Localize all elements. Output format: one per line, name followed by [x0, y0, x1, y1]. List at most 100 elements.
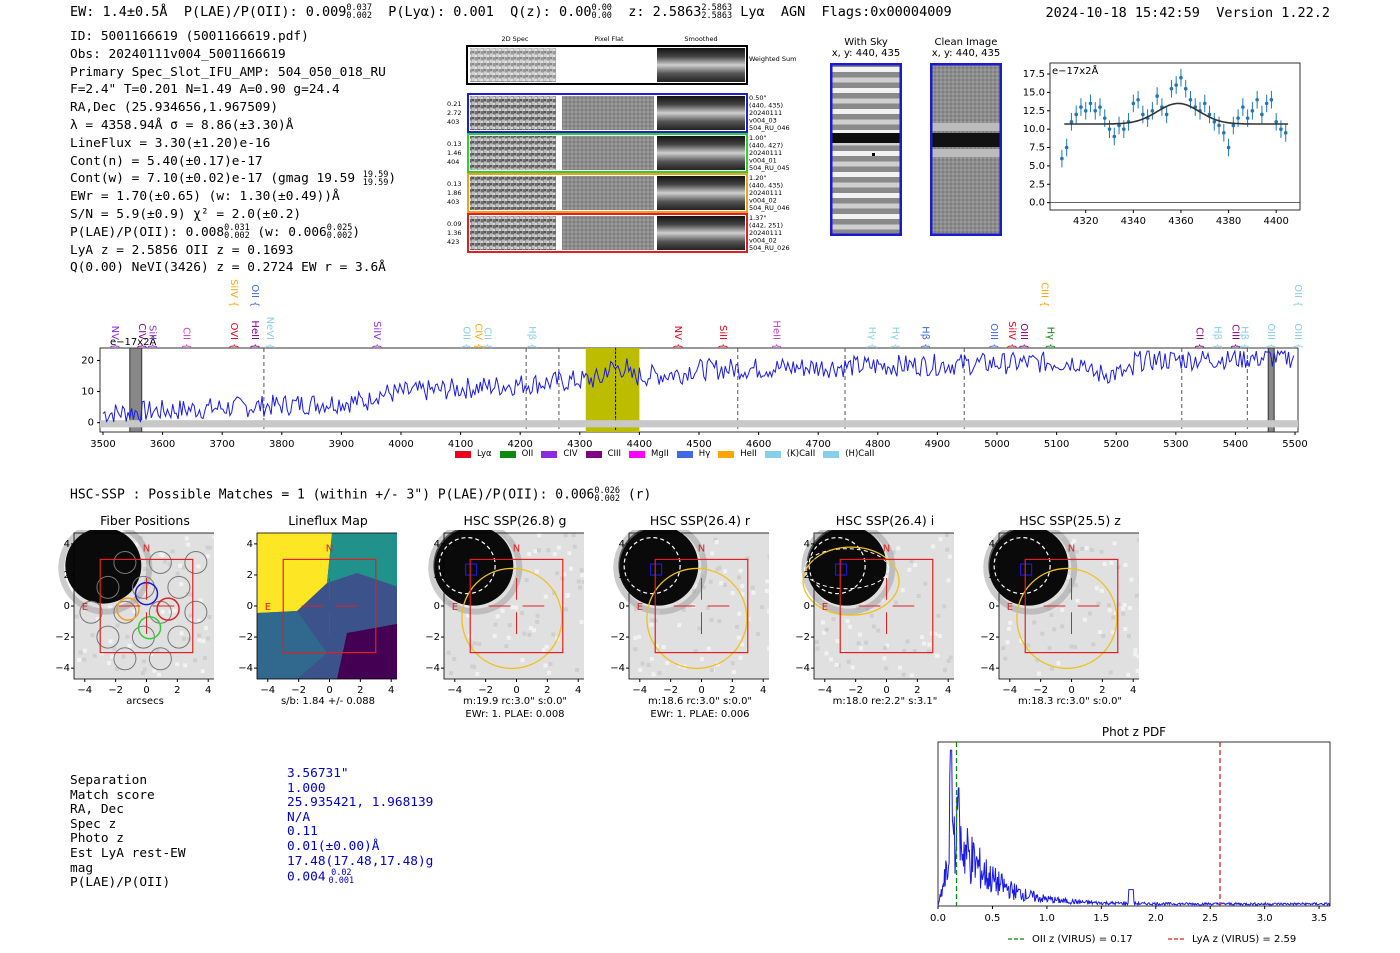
- hsc-noise: [1069, 644, 1074, 649]
- col-smoothed: Smoothed: [684, 35, 717, 43]
- hsc-noise: [513, 605, 518, 610]
- sky-band: [832, 98, 900, 104]
- sky-band: [832, 203, 900, 209]
- hsc-noise: [1136, 538, 1139, 543]
- fit-point: [1283, 131, 1288, 135]
- legend-label: CIII: [607, 449, 622, 459]
- fit-point: [1226, 145, 1231, 150]
- hsc-noise: [506, 635, 511, 640]
- search-box: [469, 558, 564, 654]
- cutout-pixel-flat: [562, 176, 654, 210]
- spectral-line-label: Hβ: [1238, 326, 1249, 340]
- spectral-line-label: CIV: [473, 323, 484, 340]
- hsc-noise: [717, 565, 722, 570]
- hsc-noise: [548, 662, 553, 667]
- fit-xtick-label: 4380: [1216, 216, 1241, 227]
- hsc-noise: [1116, 565, 1121, 570]
- hsc-noise: [1128, 606, 1133, 611]
- hsc-xtick-label: 4: [205, 685, 211, 696]
- hsc-noise: [1136, 654, 1139, 659]
- hsc-noise: [535, 613, 540, 618]
- spectral-line-label: CIII: [1229, 324, 1240, 340]
- pdf-xtick-label: 0.0: [930, 913, 946, 924]
- hsc-noise: [1133, 652, 1138, 657]
- hsc-noise: [1075, 598, 1080, 603]
- summary-label: Match score: [70, 787, 155, 803]
- summary-label: Spec z: [70, 816, 117, 832]
- hsc-xtick-label: 4: [1130, 685, 1136, 696]
- hsc-noise: [143, 566, 148, 571]
- hsc-noise: [767, 609, 769, 614]
- spectral-line-bracket: {: [890, 343, 901, 349]
- spectral-line-label: OIII: [1018, 323, 1029, 340]
- hsc-ytick-label: −2: [55, 632, 70, 643]
- legend-swatch: [629, 450, 646, 458]
- catalog-aperture: [993, 537, 1051, 595]
- hsc-noise: [1107, 603, 1112, 608]
- info-contw: Cont(w) = 7.10(±0.02)e-17 (gmag 19.59 19…: [70, 169, 397, 188]
- hsc-ytick-label: 2: [804, 570, 810, 581]
- hsc-ytick-label: 4: [64, 539, 70, 550]
- bright-source: [433, 530, 514, 606]
- hsc-noise: [175, 662, 180, 667]
- hsc-noise: [1006, 626, 1011, 631]
- hsc-noise: [1089, 547, 1094, 552]
- summary-value: 0.01(±0.00)Å: [287, 838, 380, 854]
- hsc-noise: [651, 672, 656, 677]
- fit-point: [1183, 86, 1188, 91]
- fit-ytick-label: 2.5: [1029, 179, 1045, 190]
- fit-point: [1212, 120, 1217, 124]
- hsc-noise: [569, 566, 574, 571]
- spectral-line-bracket: {: [1292, 343, 1303, 349]
- hsc-noise: [916, 594, 921, 599]
- hsc-noise: [580, 573, 584, 578]
- hsc-xtick-label: 2: [914, 685, 920, 696]
- fit-point: [1098, 105, 1102, 109]
- legend-label: HeII: [740, 449, 757, 459]
- hsc-noise: [510, 605, 515, 610]
- header-line: Lyα: [740, 4, 765, 20]
- info-q: Q(0.00) NeVI(3426) z = 0.2724 EW r = 3.6…: [70, 260, 386, 276]
- hsc-noise: [452, 657, 457, 662]
- hsc-xtick-label: 2: [544, 685, 550, 696]
- legend-swatch: [455, 450, 471, 458]
- hsc-noise: [179, 582, 184, 587]
- hsc-noise: [95, 617, 100, 622]
- hsc-noise: [1087, 611, 1092, 616]
- hsc-panel-title: HSC SSP(26.4) i: [835, 513, 935, 528]
- hsc-ytick-label: −4: [980, 663, 995, 674]
- east-label: E: [822, 602, 828, 613]
- hsc-noise: [186, 542, 191, 547]
- hsc-noise: [746, 617, 751, 622]
- hsc-noise: [1108, 670, 1113, 675]
- fit-point: [1079, 105, 1083, 109]
- spectral-line-bracket: {: [1238, 343, 1249, 349]
- cutout-pixel-flat: [562, 96, 654, 130]
- with-sky-image: [830, 63, 902, 236]
- spectral-line-bracket: {: [1018, 343, 1029, 349]
- counterpart-box: [834, 563, 848, 576]
- spectral-line-label: Hγ: [866, 327, 877, 341]
- cutout-right-label: 504_RU_046: [749, 124, 790, 132]
- hsc-noise: [543, 663, 548, 668]
- info-plae: P(LAE)/P(OII): 0.008 0.031 0.002 (w: 0.006…: [70, 223, 361, 242]
- header-z: z: 2.5863: [628, 4, 702, 20]
- spectral-line-bracket: {: [136, 343, 147, 349]
- spec-ytick-label: 20: [81, 355, 94, 366]
- hsc-noise: [864, 640, 869, 645]
- hsc-noise: [691, 589, 696, 594]
- hsc-noise: [858, 646, 863, 651]
- cutout-right-label: 20240111: [749, 149, 782, 157]
- cutout-right-label: v004_01: [749, 157, 777, 165]
- hsc-ytick-label: 4: [804, 539, 810, 550]
- hsc-noise: [1116, 602, 1121, 607]
- hsc-noise: [579, 568, 584, 573]
- fit-point: [1093, 108, 1098, 113]
- hsc-xtick-label: 2: [357, 685, 363, 696]
- hsc-noise: [738, 568, 743, 573]
- cutout-2d-spec: [470, 96, 556, 130]
- hsc-noise: [938, 537, 943, 542]
- hsc-noise: [149, 651, 154, 656]
- hsc-noise: [465, 613, 470, 618]
- cutout-right-label: v004_02: [749, 197, 777, 205]
